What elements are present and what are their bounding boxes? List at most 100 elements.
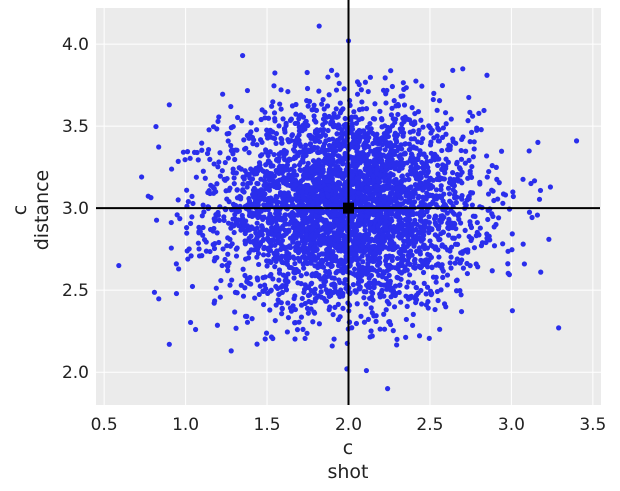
scatter-point: [369, 244, 376, 250]
scatter-point: [276, 123, 282, 129]
scatter-point: [423, 291, 429, 297]
scatter-point: [458, 292, 464, 298]
scatter-point: [324, 103, 331, 109]
scatter-point: [362, 223, 368, 229]
scatter-point: [254, 231, 260, 238]
scatter-point: [421, 232, 427, 238]
scatter-point: [419, 83, 425, 89]
scatter-point: [354, 162, 360, 168]
scatter-point: [335, 301, 341, 307]
scatter-point: [322, 198, 328, 204]
scatter-point: [448, 207, 454, 214]
scatter-point: [381, 311, 387, 317]
scatter-point: [464, 270, 470, 277]
scatter-point: [316, 321, 322, 327]
scatter-point: [321, 279, 327, 285]
scatter-point: [317, 184, 323, 190]
scatter-point: [219, 262, 225, 269]
scatter-point: [325, 290, 331, 296]
scatter-point: [417, 210, 424, 216]
scatter-point: [240, 181, 246, 187]
scatter-point: [431, 216, 438, 222]
scatter-point: [390, 328, 396, 334]
scatter-point: [413, 284, 419, 291]
scatter-point: [292, 306, 299, 313]
scatter-point: [311, 113, 317, 119]
scatter-point: [361, 194, 367, 200]
scatter-point: [337, 135, 343, 141]
scatter-point: [404, 303, 410, 309]
scatter-point: [537, 187, 544, 194]
scatter-point: [282, 212, 289, 218]
scatter-point: [363, 213, 369, 219]
scatter-point: [418, 287, 424, 294]
scatter-point: [273, 140, 279, 146]
scatter-point: [366, 129, 373, 135]
scatter-point: [336, 289, 342, 296]
scatter-point: [370, 209, 377, 215]
scatter-point: [425, 168, 431, 174]
scatter-point: [388, 294, 394, 300]
scatter-point: [332, 186, 338, 192]
y-tick-label: 4.0: [62, 35, 89, 55]
scatter-point: [247, 198, 253, 204]
scatter-point: [445, 220, 451, 226]
scatter-point: [273, 131, 280, 137]
scatter-point: [293, 196, 299, 202]
scatter-point: [459, 250, 465, 256]
scatter-point: [321, 127, 327, 133]
scatter-point: [307, 292, 313, 298]
scatter-point: [292, 260, 298, 267]
scatter-point: [360, 133, 366, 140]
scatter-point: [214, 254, 220, 261]
y-tick-label: 3.5: [62, 117, 89, 137]
scatter-point: [332, 170, 338, 176]
scatter-point: [394, 336, 400, 342]
scatter-point: [227, 282, 233, 288]
scatter-point: [225, 138, 231, 144]
scatter-point: [340, 259, 346, 266]
scatter-point: [189, 193, 195, 199]
scatter-point: [206, 188, 212, 194]
scatter-point: [234, 290, 240, 296]
scatter-point: [476, 232, 482, 238]
scatter-point: [281, 283, 287, 289]
scatter-point: [350, 282, 356, 288]
scatter-point: [257, 153, 264, 159]
scatter-point: [408, 164, 414, 170]
scatter-point: [365, 264, 371, 270]
scatter-point: [441, 214, 447, 220]
scatter-point: [257, 162, 263, 168]
scatter-point: [220, 91, 226, 97]
scatter-point: [415, 164, 421, 171]
scatter-point: [390, 186, 396, 193]
scatter-point: [431, 90, 437, 96]
scatter-point: [270, 135, 276, 141]
scatter-point: [277, 101, 283, 107]
scatter-point: [239, 118, 245, 124]
scatter-point: [387, 170, 394, 177]
scatter-point: [432, 306, 438, 313]
scatter-point: [254, 246, 261, 253]
scatter-point: [263, 227, 270, 233]
scatter-point: [506, 272, 512, 278]
scatter-point: [379, 287, 385, 293]
scatter-point: [270, 99, 276, 105]
scatter-point: [268, 163, 274, 169]
scatter-point: [489, 268, 495, 274]
scatter-point: [436, 254, 442, 260]
scatter-point: [217, 150, 223, 156]
scatter-point: [273, 169, 280, 175]
scatter-point: [423, 173, 429, 179]
points-layer: [116, 23, 580, 392]
scatter-point: [396, 289, 402, 296]
scatter-point: [377, 138, 383, 144]
scatter-point: [312, 138, 318, 144]
scatter-point: [301, 216, 308, 223]
scatter-point: [428, 150, 434, 156]
scatter-point: [526, 209, 533, 215]
y-tick-label: 2.0: [62, 363, 89, 383]
scatter-point: [317, 179, 323, 185]
scatter-point: [496, 180, 502, 186]
scatter-point: [207, 248, 213, 255]
